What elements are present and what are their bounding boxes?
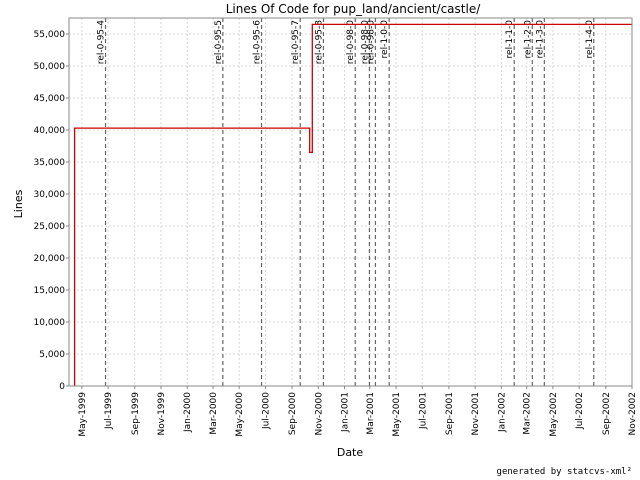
release-marker-label: rel-0-98-0 bbox=[360, 20, 370, 64]
x-tick-label: Sep-1999 bbox=[131, 392, 141, 435]
x-tick-label: Nov-2001 bbox=[471, 392, 481, 435]
x-tick-label: Nov-2002 bbox=[628, 392, 638, 435]
x-tick-label: Jul-2000 bbox=[261, 392, 271, 430]
x-tick-label: Sep-2002 bbox=[602, 392, 612, 435]
x-tick-label: Jan-2002 bbox=[497, 392, 507, 433]
y-tick-label: 50,000 bbox=[34, 62, 66, 72]
release-marker-label: rel-1-1-0 bbox=[505, 20, 515, 59]
lines-of-code-series bbox=[73, 23, 632, 386]
y-axis: 0 5,000 10,000 15,000 20,000 25,000 30,000 35,0… bbox=[34, 30, 69, 392]
release-marker-label: rel-0-95-8 bbox=[314, 20, 324, 64]
series-layer bbox=[73, 23, 632, 386]
x-tick-label: Nov-2000 bbox=[314, 392, 324, 436]
chart-title: Lines Of Code for pup_land/ancient/castl… bbox=[226, 2, 481, 16]
x-tick-label: May-1999 bbox=[78, 392, 88, 437]
x-tick-label: May-2001 bbox=[392, 392, 402, 437]
release-marker-label: rel-0-98-0 bbox=[366, 20, 376, 64]
y-tick-label: 35,000 bbox=[34, 158, 66, 168]
grid bbox=[69, 18, 633, 387]
y-tick-label: 15,000 bbox=[34, 286, 66, 296]
x-tick-label: Mar-2000 bbox=[209, 392, 219, 435]
footer-credit: generated by statcvs-xml² bbox=[497, 467, 632, 477]
x-tick-label: Mar-2001 bbox=[366, 392, 376, 435]
y-tick-label: 40,000 bbox=[34, 126, 66, 136]
y-tick-label: 55,000 bbox=[34, 30, 66, 40]
release-marker-label: rel-1-4-0 bbox=[585, 20, 595, 59]
release-marker-label: rel-0-95-6 bbox=[253, 20, 263, 64]
release-marker-label: rel-0-98-0 bbox=[346, 20, 356, 64]
x-tick-label: Mar-2002 bbox=[523, 392, 533, 435]
x-tick-label: Jan-2001 bbox=[340, 392, 350, 433]
x-tick-label: Jul-2001 bbox=[418, 392, 428, 430]
y-tick-label: 0 bbox=[59, 382, 65, 392]
y-tick-label: 25,000 bbox=[34, 222, 66, 232]
x-tick-label: Jan-2000 bbox=[183, 392, 193, 433]
y-tick-label: 10,000 bbox=[34, 318, 66, 328]
x-tick-label: Nov-1999 bbox=[157, 392, 167, 436]
x-axis-title: Date bbox=[337, 446, 364, 459]
y-tick-label: 45,000 bbox=[34, 94, 66, 104]
x-tick-label: Sep-2000 bbox=[288, 392, 298, 435]
release-marker-label: rel-1-2-0 bbox=[523, 20, 533, 59]
plot-area bbox=[68, 17, 633, 387]
x-tick-label: May-2002 bbox=[549, 392, 559, 437]
y-axis-title: Lines bbox=[12, 189, 25, 218]
release-markers: rel-0-95-4 rel-0-95-5 rel-0-95-6 rel-0-95-7… bbox=[97, 18, 595, 386]
y-tick-label: 30,000 bbox=[34, 190, 66, 200]
y-tick-label: 20,000 bbox=[34, 254, 66, 264]
x-tick-label: Jul-1999 bbox=[104, 392, 114, 430]
release-marker-label: rel-1-0-0 bbox=[380, 20, 390, 59]
release-marker-label: rel-0-95-4 bbox=[97, 20, 107, 64]
release-marker-label: rel-1-3-0 bbox=[535, 20, 545, 59]
x-tick-label: Sep-2001 bbox=[445, 392, 455, 435]
x-tick-label: Jul-2002 bbox=[575, 392, 585, 430]
x-axis: May-1999 Jul-1999 Sep-1999 Nov-1999 Jan-2000… bbox=[78, 386, 638, 437]
release-marker-label: rel-0-95-5 bbox=[214, 20, 224, 64]
y-tick-label: 5,000 bbox=[39, 350, 65, 360]
x-tick-label: May-2000 bbox=[235, 392, 245, 437]
release-marker-label: rel-0-95-7 bbox=[291, 20, 301, 64]
